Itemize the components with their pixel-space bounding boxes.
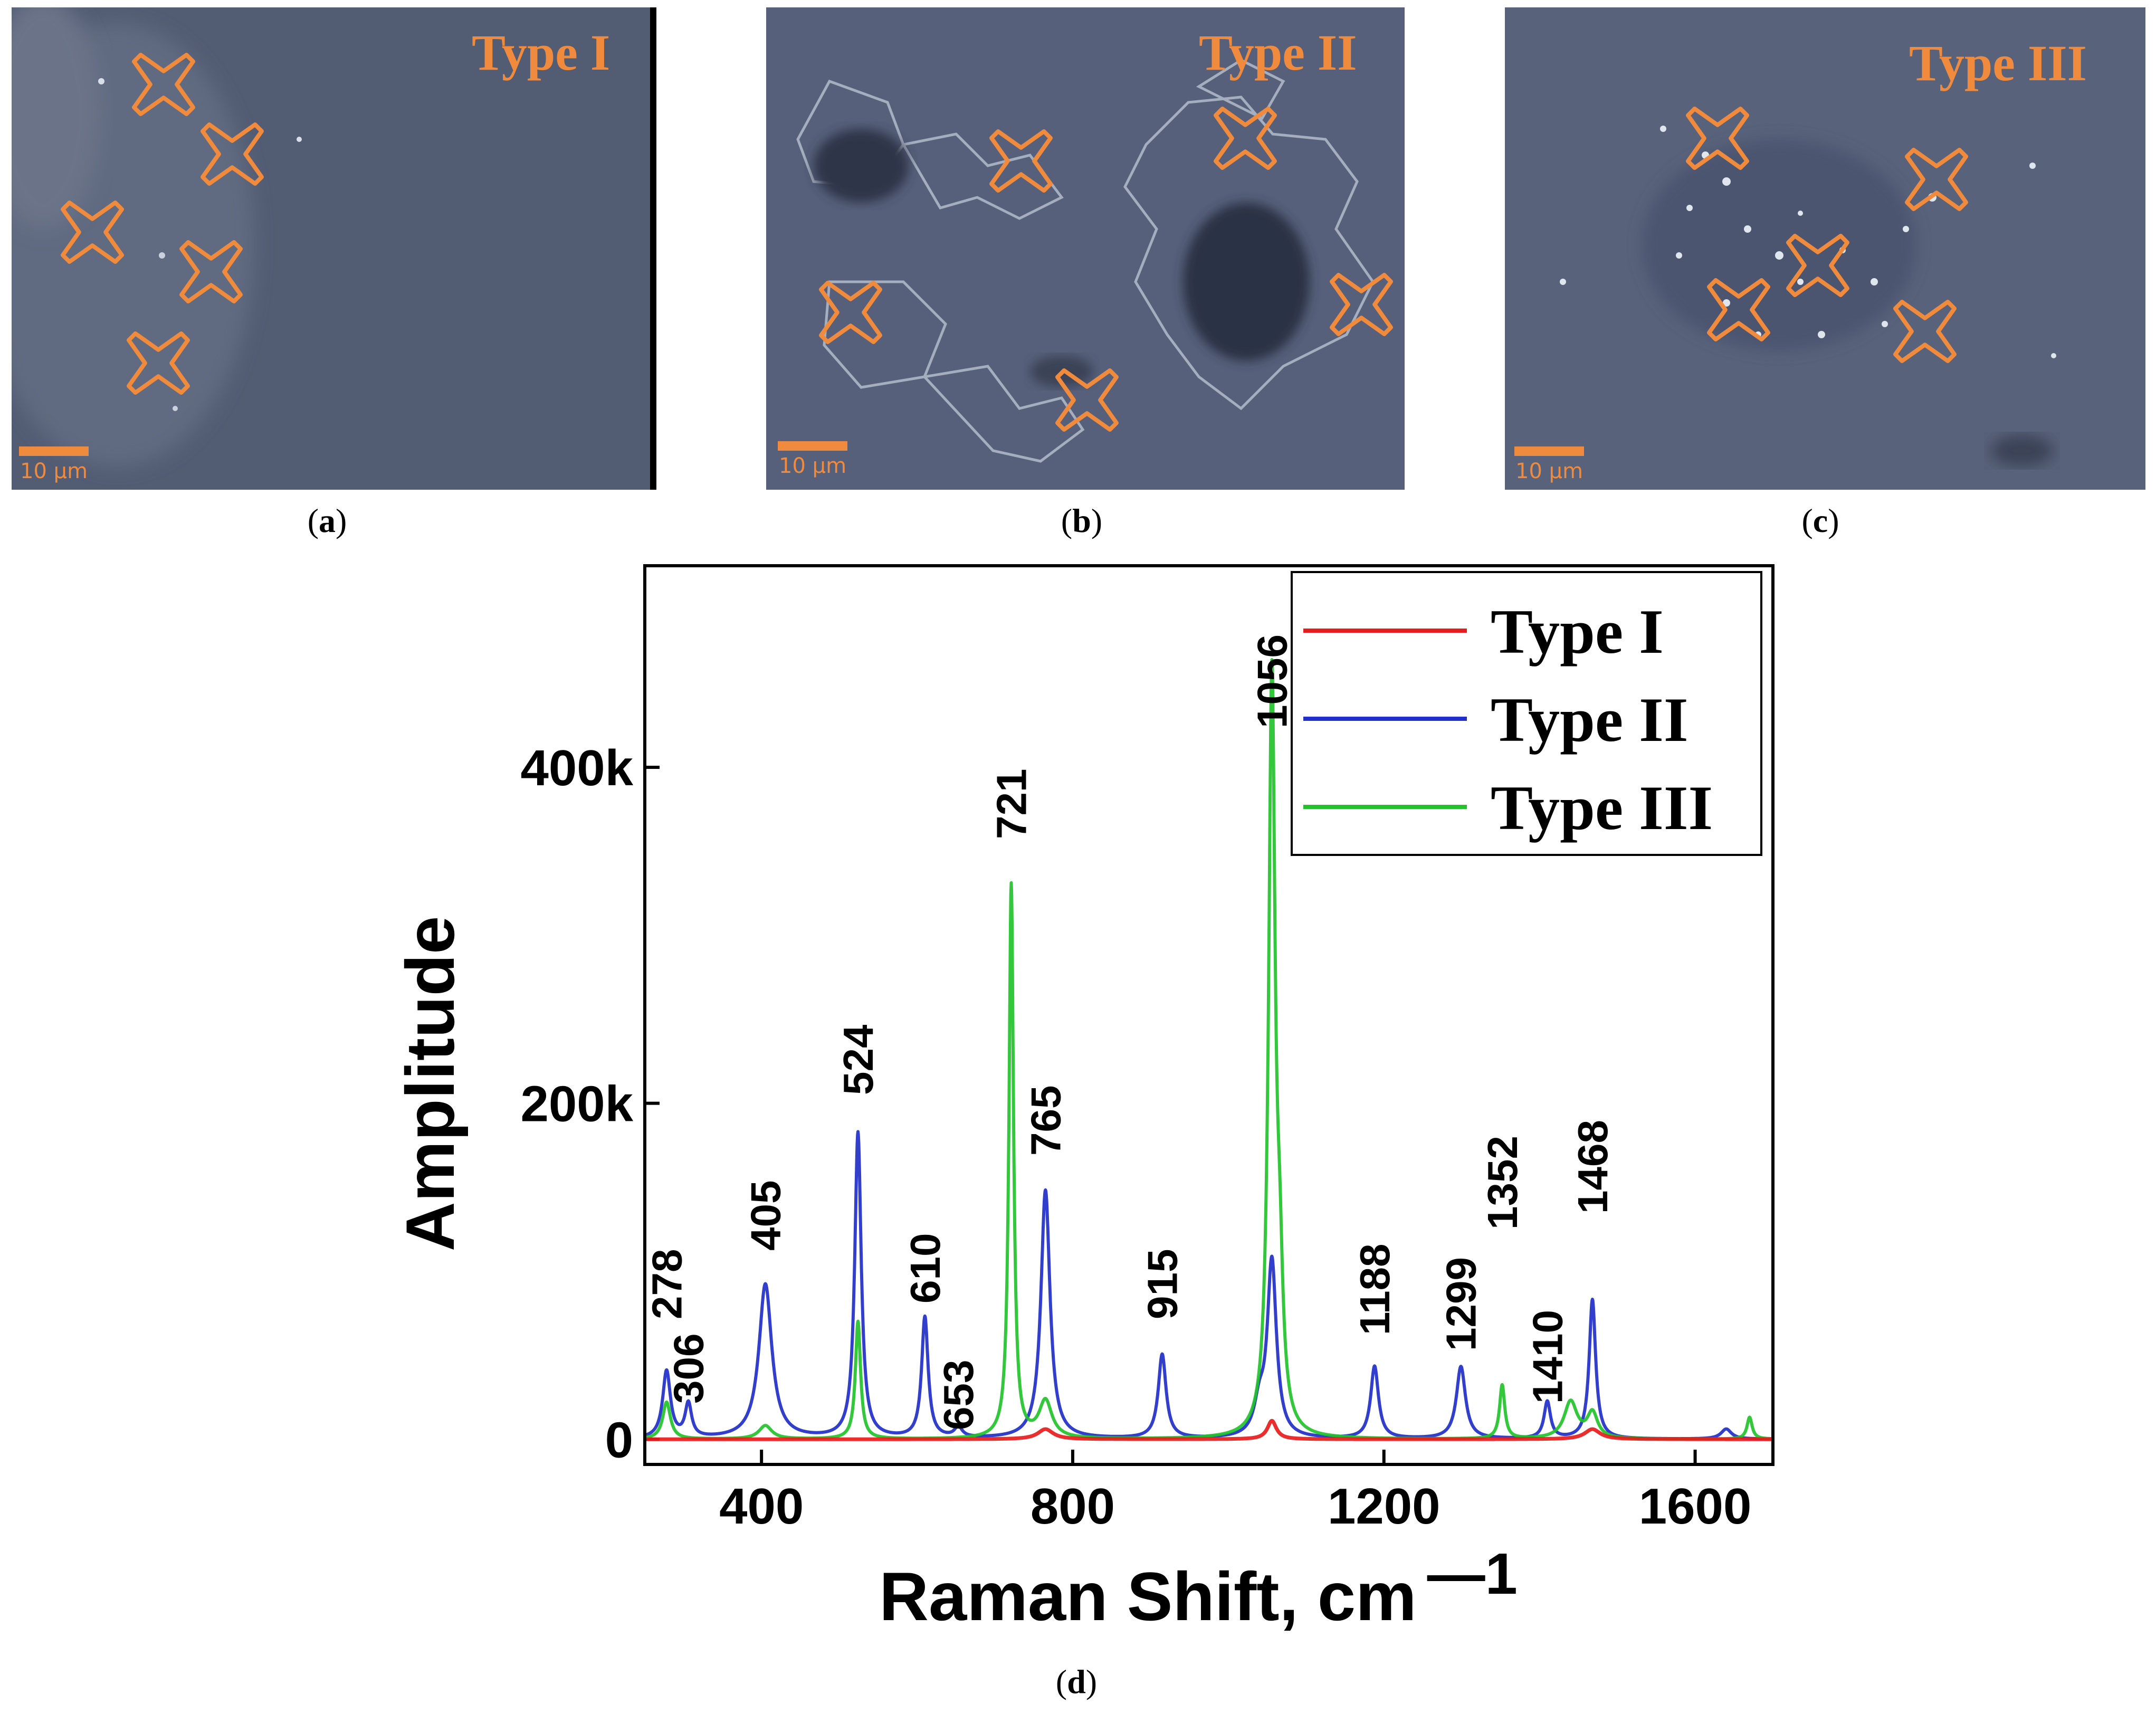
caption-b: (b) [1061, 502, 1103, 539]
micrograph-image [12, 7, 656, 490]
plot-frame [643, 564, 1775, 1466]
y-tick-label: 200k [520, 1076, 633, 1133]
x-axis-title-main: Raman Shift, cm [879, 1558, 1417, 1635]
y-tick-label: 400k [520, 740, 633, 796]
y-axis-title: Amplitude [392, 916, 469, 1252]
peak-label: 1410 [1524, 1310, 1571, 1404]
legend: Type I Type II Type III [1291, 571, 1762, 856]
peak-label: 1299 [1438, 1257, 1485, 1351]
peak-label: 405 [742, 1181, 789, 1251]
panel-title: Type I [472, 24, 610, 81]
panel-title: Type III [1909, 35, 2087, 91]
peak-label: 278 [643, 1249, 690, 1319]
caption-c: (c) [1801, 502, 1839, 539]
peak-label: 653 [935, 1360, 982, 1430]
scale-label: 10 µm [20, 459, 88, 483]
peak-label: 306 [665, 1334, 712, 1404]
peak-label: 915 [1139, 1249, 1186, 1319]
panel-title: Type II [1199, 24, 1357, 81]
scale-bar [1514, 446, 1584, 456]
peak-label: 524 [835, 1024, 882, 1095]
legend-label: Type II [1491, 684, 1688, 755]
y-tick-label: 0 [605, 1412, 633, 1468]
x-tick-label: 800 [1031, 1478, 1115, 1535]
scale-bar [778, 441, 847, 451]
x-axis-title-text: Raman Shift, cm —1 [879, 1541, 1518, 1635]
x-tick-label: 1200 [1328, 1478, 1440, 1535]
x-tick-label: 400 [719, 1478, 804, 1535]
x-axis-title: Raman Shift, cm —1 [879, 1541, 1518, 1635]
series-line-type-iii [643, 658, 1775, 1441]
peak-label: 1188 [1351, 1243, 1398, 1335]
peak-label: 1056 [1248, 634, 1295, 728]
caption-a: (a) [307, 502, 347, 539]
peak-label: 610 [902, 1233, 949, 1303]
caption-d: (d) [1055, 1663, 1098, 1700]
legend-label: Type I [1491, 596, 1664, 667]
peak-label: 1468 [1569, 1120, 1616, 1214]
series-line-type-i [643, 1419, 1775, 1441]
peak-label: 765 [1022, 1086, 1069, 1156]
x-tick-label: 1600 [1639, 1478, 1752, 1535]
scale-label: 10 µm [1515, 459, 1583, 483]
scale-label: 10 µm [779, 454, 847, 478]
scale-bar [19, 446, 89, 456]
x-axis-title-exponent: —1 [1427, 1541, 1518, 1606]
micrograph-type-i: Type I 10 µm [12, 7, 656, 490]
legend-label: Type III [1491, 773, 1713, 843]
peak-label: 1352 [1479, 1136, 1526, 1230]
peak-label: 721 [988, 769, 1035, 839]
